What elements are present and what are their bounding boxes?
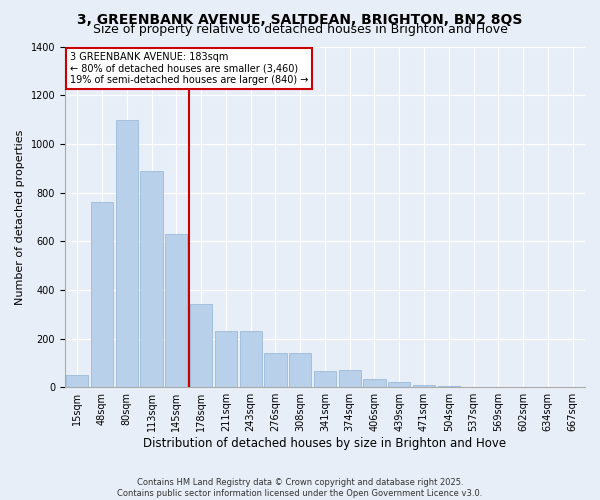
Bar (116, 120, 138, 387)
Bar (314, 372, 336, 387)
Text: Size of property relative to detached houses in Brighton and Hove: Size of property relative to detached ho… (92, 22, 508, 36)
Bar (165, 234, 187, 387)
X-axis label: Distribution of detached houses by size in Brighton and Hove: Distribution of detached houses by size … (143, 437, 506, 450)
Bar (388, 382, 410, 387)
Bar (264, 353, 287, 387)
Text: 3, GREENBANK AVENUE, SALTDEAN, BRIGHTON, BN2 8QS: 3, GREENBANK AVENUE, SALTDEAN, BRIGHTON,… (77, 12, 523, 26)
Text: 3 GREENBANK AVENUE: 183sqm
← 80% of detached houses are smaller (3,460)
19% of s: 3 GREENBANK AVENUE: 183sqm ← 80% of deta… (70, 52, 308, 85)
Bar (413, 385, 435, 387)
Bar (215, 331, 237, 387)
Bar (289, 353, 311, 387)
Bar (91, 202, 113, 387)
Text: Contains HM Land Registry data © Crown copyright and database right 2025.
Contai: Contains HM Land Registry data © Crown c… (118, 478, 482, 498)
Bar (140, 170, 163, 387)
Bar (66, 375, 88, 387)
Y-axis label: Number of detached properties: Number of detached properties (15, 129, 25, 304)
Bar (338, 370, 361, 387)
Bar (190, 304, 212, 387)
Bar (437, 386, 460, 387)
Bar (364, 378, 386, 387)
Bar (239, 331, 262, 387)
